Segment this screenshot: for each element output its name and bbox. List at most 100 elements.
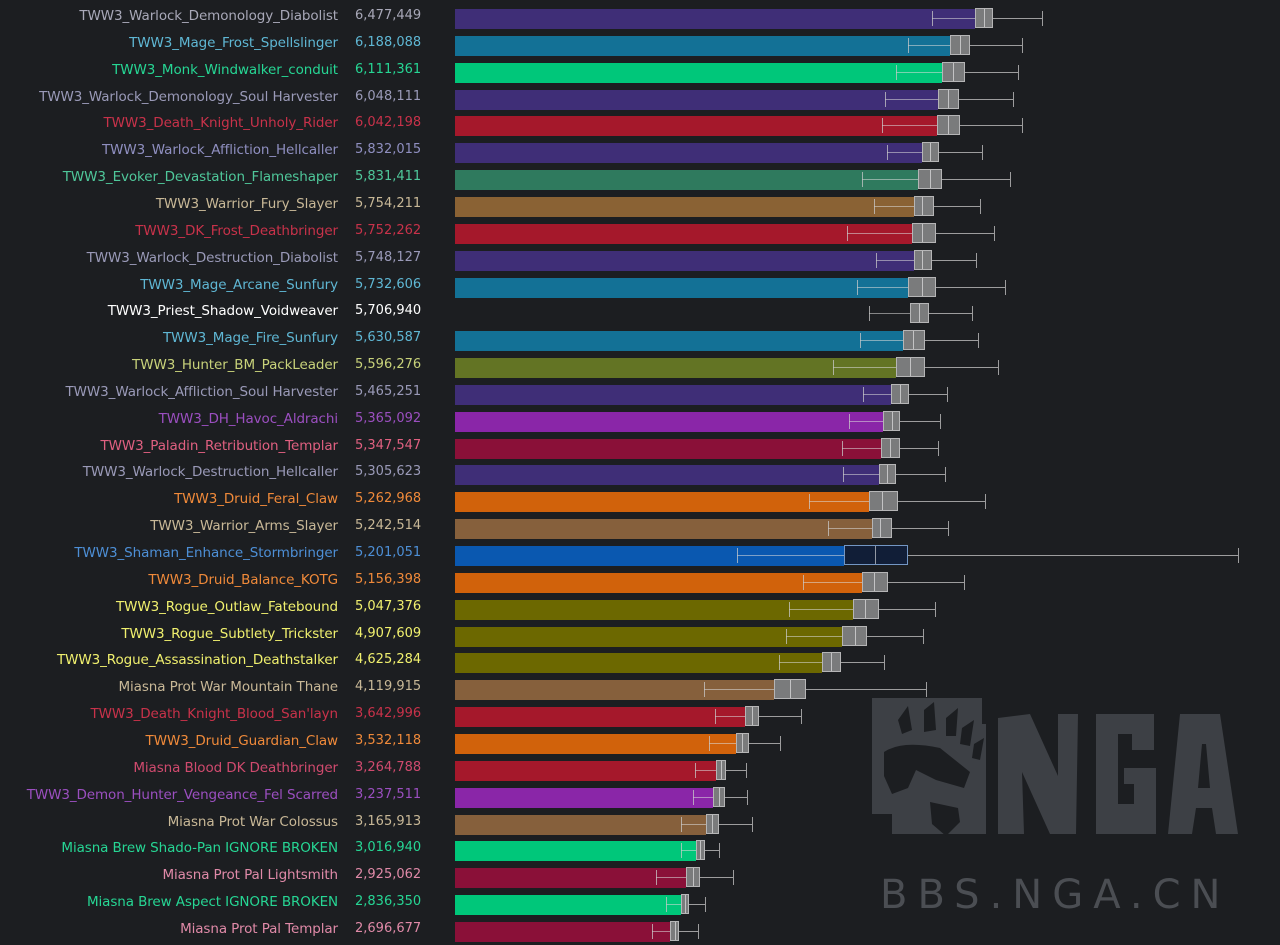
whisker-max-cap xyxy=(940,413,941,429)
chart-row: Miasna Brew Shado-Pan IGNORE BROKEN 3,016… xyxy=(0,837,1280,864)
row-label: TWW3_Rogue_Subtlety_Trickster xyxy=(121,625,338,642)
iqr-box xyxy=(716,759,726,780)
row-label: TWW3_Warlock_Affliction_Hellcaller xyxy=(102,142,338,159)
median-line xyxy=(913,331,914,350)
row-value: 6,042,198 xyxy=(355,115,422,131)
chart-row: TWW3_Rogue_Assassination_Deathstalker 4,6… xyxy=(0,649,1280,676)
whisker-high xyxy=(936,286,1005,288)
whisker-high xyxy=(965,71,1018,73)
iqr-box xyxy=(914,195,934,216)
whisker-low xyxy=(885,98,938,100)
median-line xyxy=(719,787,720,806)
chart-row: Miasna Prot Pal Templar 2,696,677 xyxy=(0,918,1280,945)
row-label: TWW3_Paladin_Retribution_Templar xyxy=(100,437,339,454)
whisker-low xyxy=(803,581,862,583)
dps-bar xyxy=(455,572,862,593)
row-value: 5,630,587 xyxy=(355,330,422,346)
whisker-min-cap xyxy=(681,816,682,832)
dps-bar xyxy=(455,733,736,754)
whisker-high xyxy=(925,367,998,369)
whisker-max-cap xyxy=(1005,279,1006,295)
whisker-min-cap xyxy=(828,521,829,537)
iqr-box xyxy=(736,732,749,753)
row-value: 5,242,514 xyxy=(355,518,422,534)
whisker-max-cap xyxy=(884,655,885,671)
whisker-min-cap xyxy=(809,494,810,510)
median-line xyxy=(721,760,722,779)
whisker-min-cap xyxy=(876,252,877,268)
row-label: TWW3_Warrior_Arms_Slayer xyxy=(150,518,338,535)
whisker-low xyxy=(715,716,745,718)
whisker-min-cap xyxy=(693,789,694,805)
median-line xyxy=(752,707,753,726)
median-line xyxy=(712,814,713,833)
chart-row: TWW3_Mage_Arcane_Sunfury 5,732,606 xyxy=(0,274,1280,301)
iqr-box xyxy=(938,88,959,109)
row-label: Miasna Prot Pal Templar xyxy=(180,920,338,937)
row-label: TWW3_Evoker_Devastation_Flameshaper xyxy=(62,169,338,186)
row-label: TWW3_Druid_Guardian_Claw xyxy=(145,732,339,749)
dps-bar xyxy=(455,170,918,191)
row-value: 5,465,251 xyxy=(355,383,422,399)
dps-bar xyxy=(455,599,853,620)
row-label: Miasna Brew Shado-Pan IGNORE BROKEN xyxy=(61,840,338,857)
whisker-min-cap xyxy=(695,762,696,778)
dps-bar xyxy=(455,223,912,244)
iqr-box xyxy=(896,357,925,378)
iqr-box xyxy=(686,867,700,888)
whisker-high xyxy=(960,125,1022,127)
whisker-high xyxy=(700,877,733,879)
dps-bar xyxy=(455,465,879,486)
whisker-min-cap xyxy=(932,11,933,26)
row-value: 4,907,609 xyxy=(355,625,422,641)
chart-row: TWW3_Monk_Windwalker_conduit 6,111,361 xyxy=(0,59,1280,86)
row-label: TWW3_Rogue_Outlaw_Fatebound xyxy=(116,598,338,615)
chart-row: TWW3_Death_Knight_Unholy_Rider 6,042,198 xyxy=(0,112,1280,139)
median-line xyxy=(953,62,954,81)
whisker-high xyxy=(900,447,938,449)
whisker-high xyxy=(929,313,972,315)
whisker-min-cap xyxy=(860,333,861,349)
whisker-low xyxy=(862,179,918,181)
whisker-low xyxy=(709,742,736,744)
iqr-box xyxy=(872,518,892,539)
whisker-min-cap xyxy=(896,64,897,80)
iqr-box xyxy=(713,786,725,807)
row-value: 5,752,262 xyxy=(355,222,422,238)
iqr-box xyxy=(914,249,932,270)
iqr-box xyxy=(883,410,900,431)
row-value: 5,832,015 xyxy=(355,142,422,158)
row-value: 5,748,127 xyxy=(355,249,422,265)
dps-bar xyxy=(455,546,844,566)
whisker-high xyxy=(719,823,752,825)
chart-row: TWW3_Warlock_Demonology_Diabolist 6,477,4… xyxy=(0,5,1280,32)
row-label: TWW3_Druid_Feral_Claw xyxy=(174,491,338,508)
row-value: 5,262,968 xyxy=(355,491,422,507)
whisker-low xyxy=(847,232,912,234)
row-label: TWW3_Warlock_Destruction_Hellcaller xyxy=(82,464,338,481)
chart-row: Miasna Prot Pal Lightsmith 2,925,062 xyxy=(0,864,1280,891)
whisker-max-cap xyxy=(801,709,802,725)
whisker-high xyxy=(759,716,801,718)
whisker-max-cap xyxy=(972,306,973,322)
iqr-box xyxy=(881,437,900,458)
row-label: Miasna Blood DK Deathbringer xyxy=(133,759,338,776)
row-label: TWW3_Mage_Frost_Spellslinger xyxy=(129,34,338,51)
whisker-max-cap xyxy=(980,198,981,214)
whisker-max-cap xyxy=(1022,118,1023,134)
whisker-min-cap xyxy=(681,843,682,859)
whisker-high xyxy=(725,796,747,798)
whisker-high xyxy=(841,662,884,664)
whisker-high xyxy=(896,474,945,476)
chart-row: TWW3_Rogue_Outlaw_Fatebound 5,047,376 xyxy=(0,596,1280,623)
row-value: 6,048,111 xyxy=(355,88,422,104)
row-label: TWW3_Warlock_Demonology_Diabolist xyxy=(79,8,338,24)
row-label: Miasna Brew Aspect IGNORE BROKEN xyxy=(86,894,338,911)
row-value: 4,119,915 xyxy=(355,679,422,695)
iqr-box xyxy=(942,61,965,82)
nga-watermark: BBS.NGA.CN xyxy=(862,684,1240,918)
whisker-high xyxy=(900,420,940,422)
whisker-min-cap xyxy=(656,870,657,886)
row-value: 3,016,940 xyxy=(355,840,422,856)
